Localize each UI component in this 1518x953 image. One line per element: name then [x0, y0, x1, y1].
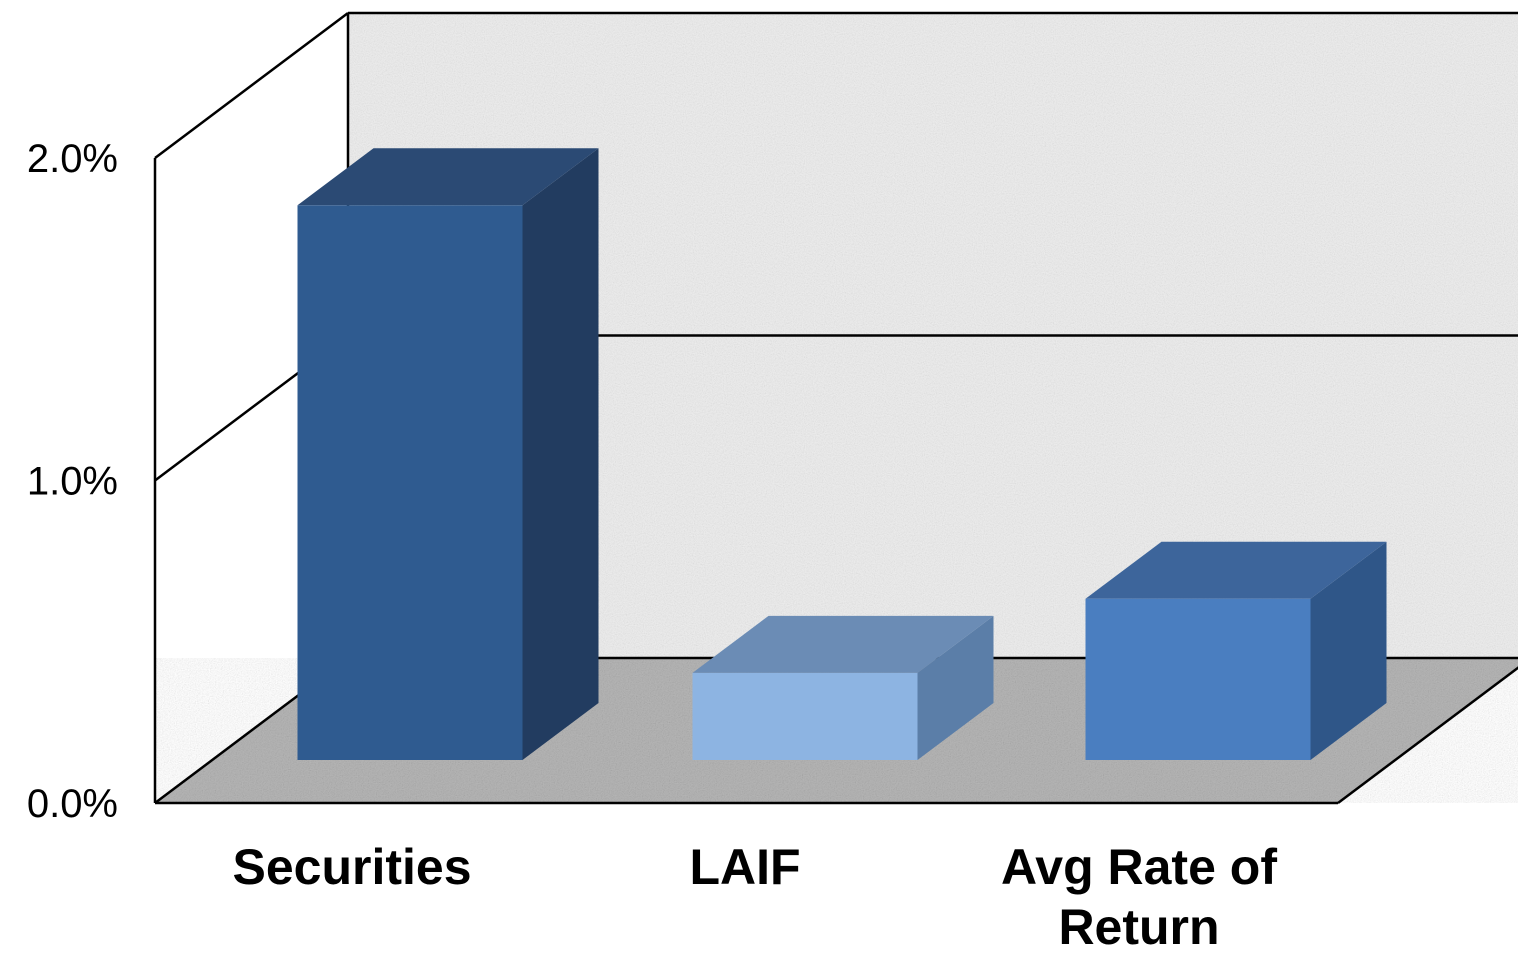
bar-laif-front [692, 672, 918, 760]
bar-laif [692, 615, 994, 760]
x-label-securities: Securities [232, 839, 471, 895]
bar-securities-side [522, 148, 599, 761]
floor-right-edge [1337, 666, 1518, 804]
y-tick-label-1: 1.0% [27, 460, 118, 504]
bar-securities [297, 148, 599, 761]
gridline-side-2 [154, 12, 349, 159]
bar-securities-front [297, 205, 523, 761]
x-label-line: LAIF [689, 839, 800, 895]
bar-avg-rate-of-return [1085, 541, 1387, 760]
bar-avg-rate-of-return-front [1085, 598, 1311, 760]
x-label-line: Avg Rate of [1001, 839, 1277, 895]
y-tick-label-0: 0.0% [27, 782, 118, 826]
y-axis-tick-labels: 0.0% 1.0% 2.0% [27, 137, 118, 826]
y-tick-label-2: 2.0% [27, 137, 118, 181]
bars [297, 148, 1387, 761]
x-label-line: Securities [232, 839, 471, 895]
bar-avg-rate-of-return-top [1085, 541, 1387, 599]
bar-avg-rate-of-return-side [1310, 541, 1387, 760]
x-label-laif: LAIF [689, 839, 800, 895]
bar-laif-side [917, 615, 994, 760]
bar-laif-top [692, 615, 994, 673]
bar-securities-top [297, 148, 599, 206]
x-label-line: Return [1058, 899, 1219, 953]
